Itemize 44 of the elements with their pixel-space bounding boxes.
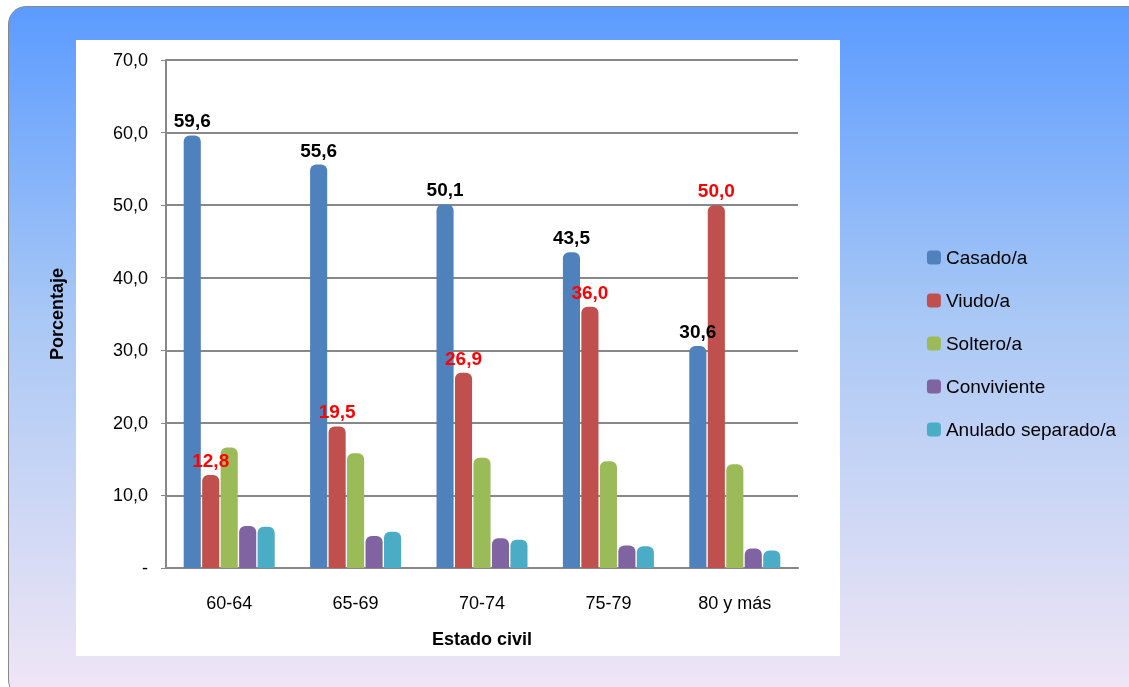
data-label: 55,6: [300, 139, 338, 161]
data-label: 50,1: [426, 179, 464, 201]
bar: [689, 345, 707, 568]
bar: [239, 525, 257, 568]
bar: [257, 526, 275, 568]
bar: [491, 538, 510, 568]
legend-label: Soltero/a: [945, 333, 1023, 354]
y-tick-label: 60,0: [112, 122, 148, 143]
y-tick-label: 70,0: [112, 50, 148, 70]
y-tick-label: 10,0: [112, 485, 148, 506]
bar: [384, 531, 402, 568]
x-tick-label: 80 y más: [698, 593, 772, 613]
x-tick-label: 65-69: [332, 593, 379, 613]
y-tick-label: 20,0: [112, 412, 148, 433]
bar: [347, 453, 365, 568]
data-label: 59,6: [173, 110, 211, 132]
legend-label: Casado/a: [945, 247, 1028, 268]
bar: [726, 464, 744, 568]
y-axis-title: Porcentaje: [47, 267, 67, 361]
y-tick-label: 50,0: [112, 195, 148, 216]
bar: [744, 548, 762, 568]
y-tick-label: 30,0: [112, 340, 148, 361]
legend-label: Viudo/a: [945, 290, 1011, 311]
data-label: 43,5: [552, 227, 591, 249]
y-tick-label: 40,0: [112, 267, 148, 288]
y-tick-label: -: [142, 558, 148, 578]
bar: [581, 306, 599, 568]
bar: [365, 536, 383, 568]
x-tick-label: 60-64: [206, 593, 253, 613]
bar: [599, 461, 617, 568]
bar: [510, 539, 528, 568]
data-label: 50,0: [697, 180, 735, 202]
bar: [473, 457, 491, 568]
bar: [202, 475, 220, 568]
x-tick-label: 75-79: [585, 593, 632, 613]
legend-label: Anulado separado/a: [945, 419, 1117, 440]
legend-label: Conviviente: [945, 376, 1046, 397]
bar: [636, 546, 654, 568]
bar: [454, 372, 473, 568]
bar: [763, 550, 781, 568]
x-tick-label: 70-74: [458, 593, 506, 613]
bar: [618, 545, 636, 568]
x-axis-title: Estado civil: [431, 629, 533, 649]
bar: [328, 426, 346, 568]
